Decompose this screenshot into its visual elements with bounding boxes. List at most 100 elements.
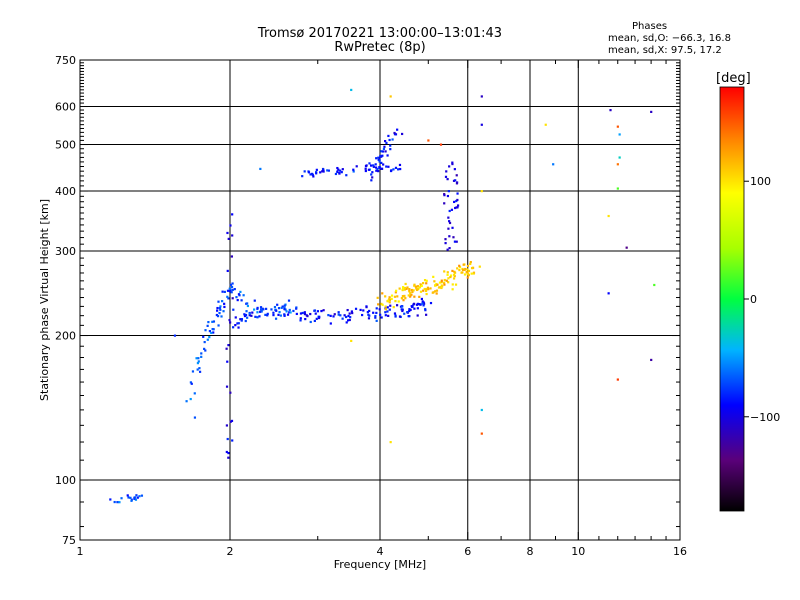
data-point [226, 289, 230, 292]
data-point [208, 330, 211, 333]
data-point [409, 294, 412, 297]
data-point [439, 286, 442, 289]
data-point [276, 303, 279, 306]
data-point [233, 288, 236, 291]
data-point [419, 290, 423, 293]
data-point [451, 288, 454, 291]
data-point [408, 315, 411, 318]
data-point [283, 308, 286, 311]
data-point [126, 494, 129, 497]
data-points [109, 88, 656, 504]
data-point [362, 309, 365, 312]
data-point [388, 308, 391, 311]
data-point [227, 344, 230, 347]
data-point [256, 311, 259, 314]
data-point [371, 176, 374, 179]
data-point [234, 316, 237, 319]
data-point [231, 234, 234, 237]
data-point [116, 501, 119, 504]
y-tick-label: 750 [55, 54, 76, 67]
data-point [221, 300, 224, 303]
data-point [270, 308, 273, 311]
data-point [366, 310, 369, 314]
data-point [466, 273, 469, 276]
data-point [445, 279, 448, 282]
data-point [381, 154, 384, 157]
data-point [195, 357, 198, 360]
data-point [266, 312, 269, 315]
data-point [372, 164, 375, 167]
data-point [380, 150, 383, 153]
data-point [466, 271, 469, 274]
data-point [240, 299, 243, 302]
data-point [394, 166, 398, 169]
data-point [388, 138, 391, 142]
data-point [229, 321, 232, 324]
data-point [246, 316, 249, 319]
data-point [231, 439, 234, 442]
data-point [450, 274, 453, 277]
data-point [446, 178, 449, 181]
data-point [309, 173, 312, 176]
data-point [345, 174, 348, 177]
data-point [404, 282, 407, 286]
data-point [193, 416, 197, 419]
data-point [374, 163, 377, 166]
data-point [306, 314, 309, 318]
data-point [217, 324, 220, 327]
data-point [418, 286, 422, 289]
data-point [316, 310, 320, 313]
x-tick-label: 8 [527, 545, 534, 558]
data-point [235, 296, 238, 299]
data-point [443, 202, 446, 205]
data-point [441, 285, 444, 288]
data-point [456, 204, 460, 207]
data-point [389, 169, 393, 173]
data-point [452, 277, 456, 280]
data-point [401, 287, 405, 291]
y-axis-title: Stationary phase Virtual Height [km] [38, 199, 51, 401]
data-point [447, 216, 450, 219]
data-point [422, 289, 425, 292]
data-point [650, 358, 653, 362]
data-point [469, 262, 472, 266]
data-point [446, 271, 449, 274]
x-tick-label: 2 [227, 545, 234, 558]
data-point [416, 314, 419, 317]
data-point [413, 295, 416, 298]
data-point [365, 164, 368, 167]
data-point [375, 319, 378, 322]
phases-o-stats: mean, sd,O: −66.3, 16.8 [608, 33, 731, 44]
data-point [246, 302, 249, 305]
data-point [469, 260, 472, 264]
data-point [447, 281, 450, 284]
data-point [458, 266, 462, 269]
data-point [381, 150, 385, 153]
data-point [458, 264, 461, 267]
data-point [372, 165, 375, 168]
data-point [239, 290, 242, 294]
data-point [381, 292, 384, 295]
data-point [367, 317, 371, 320]
data-point [424, 309, 427, 312]
data-point [418, 295, 421, 298]
data-point [354, 307, 358, 310]
data-point [197, 357, 200, 360]
data-point [301, 311, 304, 315]
data-point [295, 307, 298, 310]
data-point [239, 318, 242, 321]
data-point [230, 291, 233, 294]
data-point [231, 297, 234, 300]
chart-title: Tromsø 20170221 13:00:00–13:01:43 [257, 26, 503, 41]
data-point [431, 291, 434, 294]
data-point [198, 370, 202, 373]
data-point [280, 306, 283, 309]
data-point [260, 310, 263, 313]
data-point [299, 317, 302, 320]
data-point [443, 270, 446, 273]
data-point [424, 289, 428, 292]
data-point [425, 282, 428, 285]
data-point [420, 284, 423, 287]
data-point [401, 286, 405, 289]
data-point [277, 313, 280, 316]
